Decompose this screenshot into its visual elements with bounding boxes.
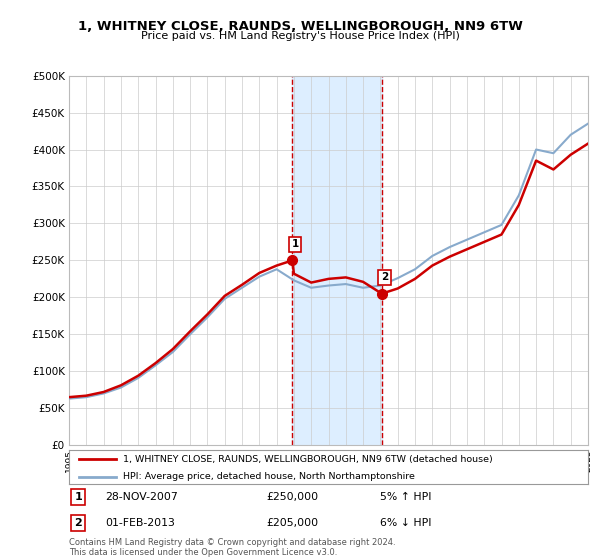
Text: 5% ↑ HPI: 5% ↑ HPI [380,492,432,502]
Text: £250,000: £250,000 [266,492,319,502]
Text: 2: 2 [381,272,388,282]
Text: £205,000: £205,000 [266,518,319,528]
Text: 1, WHITNEY CLOSE, RAUNDS, WELLINGBOROUGH, NN9 6TW (detached house): 1, WHITNEY CLOSE, RAUNDS, WELLINGBOROUGH… [124,455,493,464]
Text: 2: 2 [74,518,82,528]
Text: 1: 1 [74,492,82,502]
Text: Price paid vs. HM Land Registry's House Price Index (HPI): Price paid vs. HM Land Registry's House … [140,31,460,41]
Text: 01-FEB-2013: 01-FEB-2013 [106,518,175,528]
Text: 1, WHITNEY CLOSE, RAUNDS, WELLINGBOROUGH, NN9 6TW: 1, WHITNEY CLOSE, RAUNDS, WELLINGBOROUGH… [77,20,523,32]
Text: 28-NOV-2007: 28-NOV-2007 [106,492,178,502]
Text: Contains HM Land Registry data © Crown copyright and database right 2024.
This d: Contains HM Land Registry data © Crown c… [69,538,395,557]
Text: HPI: Average price, detached house, North Northamptonshire: HPI: Average price, detached house, Nort… [124,472,415,481]
Bar [292,76,382,445]
Text: 1: 1 [292,239,299,249]
Text: 6% ↓ HPI: 6% ↓ HPI [380,518,432,528]
